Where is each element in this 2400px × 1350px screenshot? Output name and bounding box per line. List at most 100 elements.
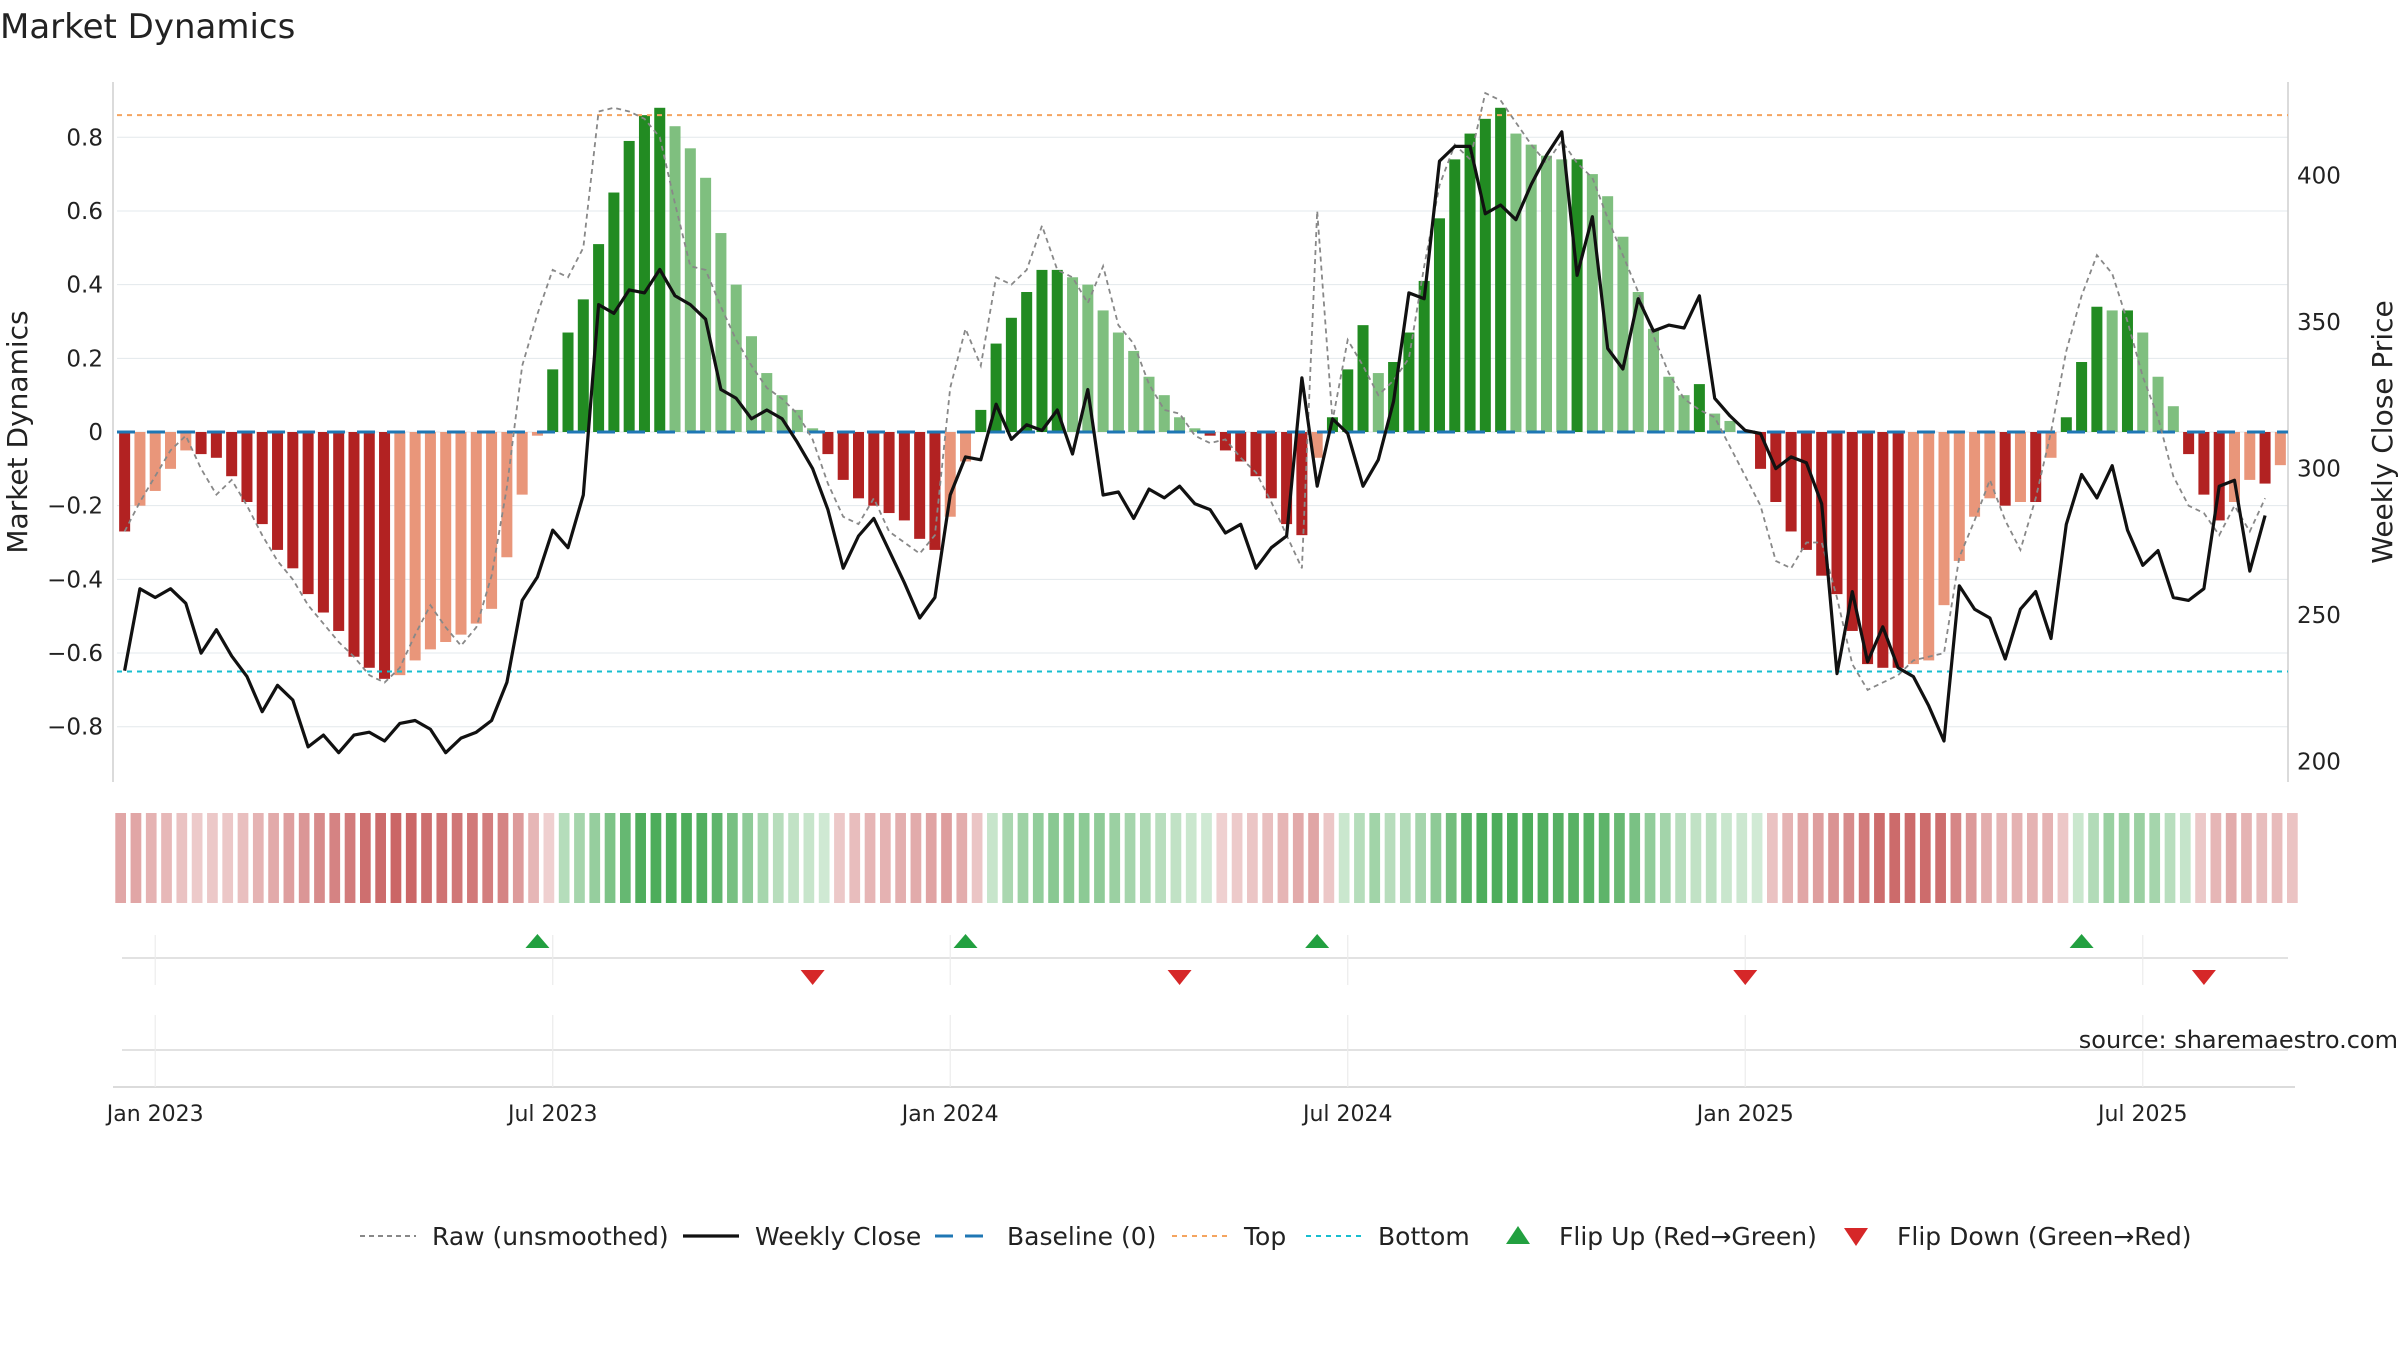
- dynamics-bar: [669, 126, 681, 433]
- y-tick-label: 0.6: [66, 199, 103, 225]
- dynamics-bar: [914, 432, 926, 539]
- dynamics-bar: [2183, 432, 2195, 455]
- dynamics-bar: [975, 409, 987, 432]
- dynamics-bar: [1632, 292, 1644, 432]
- strength-cell: [681, 813, 692, 903]
- strength-cell: [512, 813, 524, 903]
- dynamics-bar: [2228, 432, 2240, 502]
- strength-cell: [1399, 813, 1411, 903]
- main-panel: −0.8 −0.6 −0.4 −0.2 0 0.2 0.4 0.6 0.8 200 250 300 35…: [1, 82, 2399, 782]
- strength-cell: [1262, 813, 1274, 903]
- dynamics-bar: [807, 428, 819, 432]
- strength-cell: [1965, 813, 1977, 903]
- strength-cell: [1231, 813, 1243, 903]
- dynamics-bar: [2121, 310, 2133, 432]
- dynamics-bar: [2045, 432, 2057, 458]
- strength-cell: [1430, 813, 1442, 903]
- strength-cell: [788, 813, 799, 903]
- strength-cell: [1476, 813, 1488, 903]
- strength-cell: [1736, 813, 1748, 903]
- strength-cell: [2118, 813, 2130, 903]
- dynamics-bar: [241, 432, 253, 502]
- dynamics-bar: [1938, 432, 1950, 606]
- dynamics-bar: [470, 432, 482, 624]
- strength-cell: [1247, 813, 1258, 903]
- dynamics-bar: [2060, 417, 2072, 432]
- strength-cell: [405, 813, 417, 903]
- dynamics-bar: [700, 177, 712, 432]
- dynamics-bar: [1296, 432, 1308, 536]
- strength-cell: [2011, 813, 2023, 903]
- strength-cell: [1491, 813, 1503, 903]
- legend: Raw (unsmoothed) Weekly Close Baseline (0)…: [360, 1222, 2192, 1251]
- strength-cell: [2134, 813, 2145, 903]
- strength-cell: [222, 813, 234, 903]
- strength-cell: [283, 813, 295, 903]
- legend-swatch-flip-down-icon: [1844, 1228, 1868, 1246]
- strength-cell: [849, 813, 861, 903]
- strength-cell: [1415, 813, 1426, 903]
- strength-cell: [1109, 813, 1121, 903]
- flip-up-marker: [2069, 934, 2094, 948]
- strength-cell: [1002, 813, 1014, 903]
- dynamics-bar: [1800, 432, 1812, 550]
- strength-cell: [207, 813, 218, 903]
- y-tick-label: −0.4: [47, 567, 103, 593]
- dynamics-bar: [1235, 432, 1247, 462]
- strength-cell: [1629, 813, 1641, 903]
- dynamics-bar: [1204, 432, 1216, 436]
- strength-cell: [1812, 813, 1824, 903]
- source-label: source: sharemaestro.com: [2079, 1026, 2398, 1054]
- dynamics-bar: [1281, 432, 1293, 525]
- strength-cell: [2103, 813, 2115, 903]
- dynamics-bar: [1923, 432, 1935, 661]
- dynamics-bar: [1556, 159, 1568, 433]
- strength-cell: [956, 813, 968, 903]
- strength-cell: [772, 813, 784, 903]
- strength-cell: [1705, 813, 1717, 903]
- dynamics-bar: [1602, 196, 1614, 432]
- legend-label: Top: [1243, 1222, 1286, 1251]
- dynamics-bar: [2137, 332, 2149, 432]
- strength-cell: [1323, 813, 1335, 903]
- dynamics-bar: [317, 432, 329, 613]
- dynamics-bar: [1907, 432, 1919, 665]
- dynamics-bar: [1357, 325, 1369, 432]
- strength-cell: [390, 813, 402, 903]
- strength-cell: [1384, 813, 1396, 903]
- strength-cell: [329, 813, 341, 903]
- strength-cell: [1751, 813, 1763, 903]
- dynamics-bar: [623, 140, 635, 432]
- dynamics-bar: [424, 432, 436, 650]
- dynamics-bar: [440, 432, 452, 642]
- flip-up-marker: [1305, 934, 1330, 948]
- dynamics-bar: [2076, 362, 2088, 432]
- strength-cell: [2042, 813, 2054, 903]
- legend-label: Weekly Close: [755, 1222, 921, 1251]
- dynamics-bar: [1571, 159, 1583, 433]
- dynamics-bar: [2259, 432, 2271, 484]
- strength-cell: [803, 813, 815, 903]
- dynamics-bar: [2274, 432, 2286, 466]
- strength-cell: [1277, 813, 1289, 903]
- strength-cell: [252, 813, 264, 903]
- strength-cell: [1935, 813, 1946, 903]
- dynamics-bar: [1862, 432, 1874, 665]
- strength-cell: [2027, 813, 2038, 903]
- strength-cell: [436, 813, 448, 903]
- strength-cell: [1292, 813, 1304, 903]
- dynamics-bar: [256, 432, 268, 525]
- raw-line: [123, 91, 2266, 692]
- dynamics-bar: [1250, 432, 1262, 477]
- strength-cell: [543, 813, 555, 903]
- dynamics-bar: [1342, 369, 1354, 432]
- x-tick-label: Jul 2023: [506, 1102, 598, 1127]
- strength-cell: [711, 813, 723, 903]
- y2-tick-label: 400: [2297, 164, 2341, 190]
- dynamics-bar: [1449, 159, 1461, 433]
- strength-cell: [2072, 813, 2084, 903]
- dynamics-bar: [2167, 406, 2179, 432]
- strength-cell: [1139, 813, 1151, 903]
- strength-cell: [1445, 813, 1457, 903]
- dynamics-bar: [593, 244, 605, 432]
